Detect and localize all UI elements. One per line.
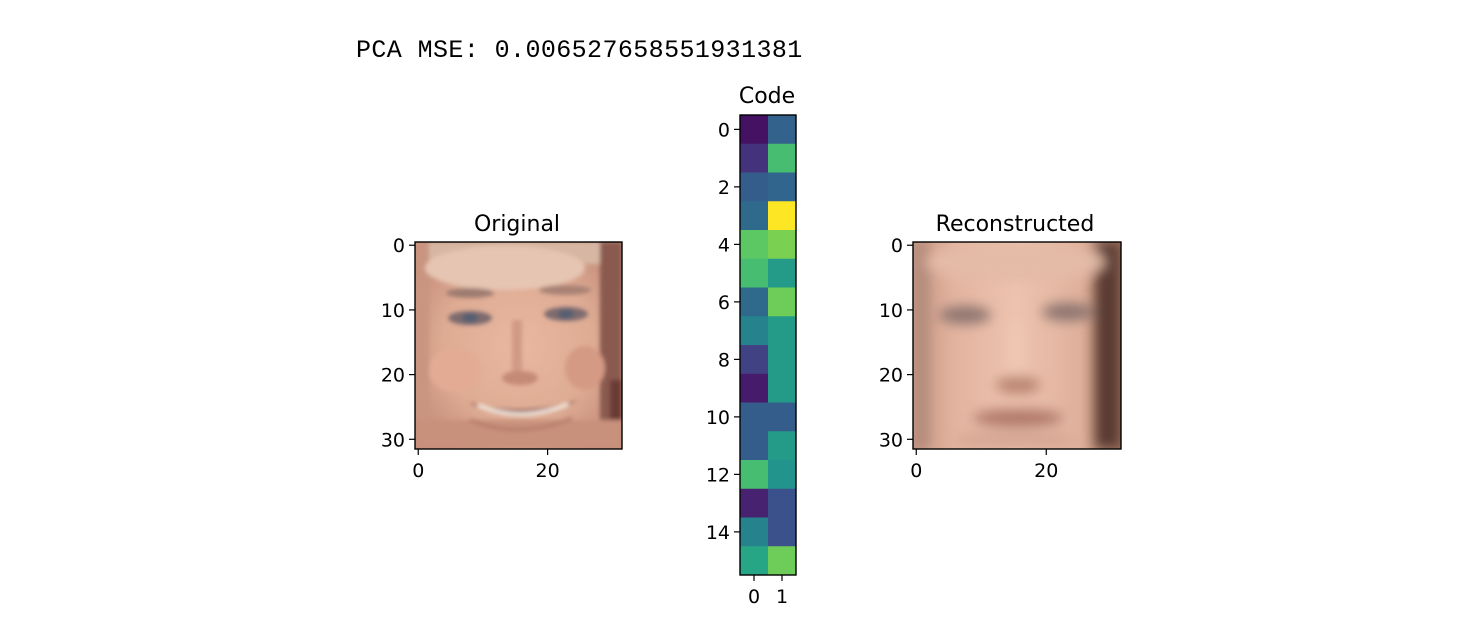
code-cell-r15-c1 bbox=[768, 546, 797, 576]
reconstructed-frame bbox=[912, 241, 1122, 450]
code-ytick-label: 10 bbox=[706, 407, 730, 429]
reconstructed-ytick-label: 0 bbox=[891, 235, 903, 257]
reconstructed-ytick-label: 20 bbox=[879, 365, 903, 387]
code-cell-r10-c1 bbox=[768, 402, 797, 432]
reconstructed-ticks: 0 20 0 10 20 30 bbox=[879, 235, 1059, 482]
reconstructed-face-image bbox=[913, 242, 1121, 449]
original-title: Original bbox=[474, 212, 560, 237]
code-cell-r4-c0 bbox=[740, 230, 769, 260]
code-cell-r7-c0 bbox=[740, 316, 769, 346]
code-ytick-label: 14 bbox=[706, 522, 730, 544]
code-cell-r12-c1 bbox=[768, 460, 797, 490]
code-heatmap bbox=[740, 115, 797, 576]
code-cell-r1-c0 bbox=[740, 143, 769, 173]
code-xtick-label: 1 bbox=[776, 586, 788, 608]
original-ytick-label: 0 bbox=[393, 235, 405, 257]
mse-label: PCA MSE: bbox=[356, 36, 480, 65]
code-cell-r2-c1 bbox=[768, 172, 797, 202]
code-cell-r11-c1 bbox=[768, 431, 797, 461]
code-cell-r6-c0 bbox=[740, 287, 769, 317]
code-cell-r0-c0 bbox=[740, 115, 769, 145]
code-cell-r9-c1 bbox=[768, 373, 797, 403]
code-cell-r2-c0 bbox=[740, 172, 769, 202]
mse-output: PCA MSE: 0.006527658551931381 bbox=[356, 36, 803, 65]
original-ytick-label: 30 bbox=[381, 429, 405, 451]
code-cell-r5-c0 bbox=[740, 258, 769, 288]
code-frame bbox=[739, 114, 797, 576]
code-cell-r13-c1 bbox=[768, 488, 797, 518]
original-face-image bbox=[415, 242, 622, 449]
code-cell-r13-c0 bbox=[740, 488, 769, 518]
code-cell-r15-c0 bbox=[740, 546, 769, 576]
code-cell-r12-c0 bbox=[740, 460, 769, 490]
code-cell-r3-c1 bbox=[768, 201, 797, 231]
code-cell-r1-c1 bbox=[768, 143, 797, 173]
original-xtick-label: 0 bbox=[412, 460, 424, 482]
reconstructed-xtick-label: 20 bbox=[1034, 460, 1058, 482]
original-ticks: 0 20 0 10 20 30 bbox=[381, 235, 560, 482]
code-ytick-label: 0 bbox=[718, 119, 730, 141]
original-ytick-label: 10 bbox=[381, 300, 405, 322]
code-cell-r14-c1 bbox=[768, 517, 797, 547]
mse-value: 0.006527658551931381 bbox=[494, 36, 803, 65]
code-cell-r10-c0 bbox=[740, 402, 769, 432]
code-xtick-label: 0 bbox=[748, 586, 760, 608]
code-ytick-label: 2 bbox=[718, 177, 730, 199]
code-title: Code bbox=[739, 84, 795, 109]
original-ytick-label: 20 bbox=[381, 365, 405, 387]
reconstructed-ytick-label: 10 bbox=[879, 300, 903, 322]
code-ytick-label: 6 bbox=[718, 292, 730, 314]
code-cell-r3-c0 bbox=[740, 201, 769, 231]
code-cell-r7-c1 bbox=[768, 316, 797, 346]
reconstructed-ytick-label: 30 bbox=[879, 429, 903, 451]
code-cell-r11-c0 bbox=[740, 431, 769, 461]
reconstructed-title: Reconstructed bbox=[936, 212, 1095, 237]
code-cell-r6-c1 bbox=[768, 287, 797, 317]
original-axes: Original bbox=[381, 212, 623, 482]
reconstructed-xtick-label: 0 bbox=[910, 460, 922, 482]
code-cell-r4-c1 bbox=[768, 230, 797, 260]
code-cell-r0-c1 bbox=[768, 115, 797, 145]
reconstructed-axes: Reconstructed 0 20 0 10 20 30 bbox=[879, 212, 1122, 482]
original-frame bbox=[414, 241, 623, 450]
original-xtick-label: 20 bbox=[536, 460, 560, 482]
code-ytick-label: 4 bbox=[718, 234, 730, 256]
code-cell-r5-c1 bbox=[768, 258, 797, 288]
code-cell-r8-c0 bbox=[740, 345, 769, 375]
code-cell-r14-c0 bbox=[740, 517, 769, 547]
code-cell-r8-c1 bbox=[768, 345, 797, 375]
code-ytick-label: 12 bbox=[706, 464, 730, 486]
code-ytick-label: 8 bbox=[718, 349, 730, 371]
code-cell-r9-c0 bbox=[740, 373, 769, 403]
